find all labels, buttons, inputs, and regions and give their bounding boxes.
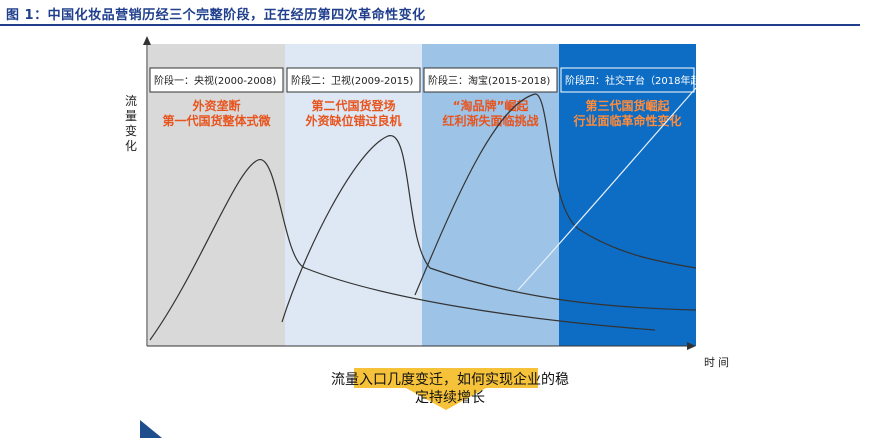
curve-stage-2 (281, 135, 697, 323)
stage-header-box-4 (560, 67, 695, 93)
title-underline (0, 24, 860, 26)
stage-annotation-1-2: 第一代国货整体式微 (162, 113, 271, 128)
traffic-curves (149, 87, 697, 341)
stage-header-label-4: 阶段四：社交平台（2018年起） (565, 74, 710, 87)
stage-band-4 (559, 44, 696, 346)
figure-title: 图 1：中国化妆品营销历经三个完整阶段，正在经历第四次革命性变化 (6, 8, 426, 23)
stage-headers: 阶段一：央视(2000-2008) 阶段二：卫视(2009-2015) 阶段三：淘宝… (149, 67, 710, 93)
stage-header-label-2: 阶段二：卫视(2009-2015) (291, 74, 413, 87)
y-axis-label: 流量变化 (124, 94, 137, 153)
stage-annotation-4-1: 第三代国货崛起 (585, 98, 670, 113)
stage-header-box-1 (149, 67, 284, 93)
curve-stage-4 (517, 87, 697, 291)
curve-stage-1 (149, 159, 656, 341)
stage-header-box-2 (286, 67, 421, 93)
x-axis-arrow (687, 342, 696, 350)
summary-text: 流量入口几度变迁，如何实现企业的稳 定持续增长 (290, 371, 610, 407)
summary-line-1: 流量入口几度变迁，如何实现企业的稳 (331, 372, 569, 388)
stage-band-1 (148, 44, 285, 346)
summary-arrow (354, 368, 538, 410)
stage-annotation-1-1: 外资垄断 (192, 98, 240, 113)
stage-annotation-4-2: 行业面临革命性变化 (572, 113, 681, 128)
axes (143, 36, 696, 350)
summary-line-2: 定持续增长 (415, 390, 485, 406)
corner-mark (140, 420, 162, 438)
x-axis-label: 时间 (704, 356, 732, 369)
y-axis-arrow (143, 36, 151, 45)
stage-annotation-2-2: 外资缺位错过良机 (305, 113, 401, 128)
stage-header-label-3: 阶段三：淘宝(2015-2018) (428, 74, 550, 87)
stage-header-box-3 (423, 67, 558, 93)
stage-annotation-3-2: 红利渐失面临挑战 (442, 113, 538, 128)
curve-stage-3 (414, 93, 697, 296)
stage-annotation-2-1: 第二代国货登场 (311, 98, 395, 113)
stage-header-label-1: 阶段一：央视(2000-2008) (154, 74, 276, 87)
stage-annotation-3-1: “淘品牌”崛起 (453, 98, 530, 113)
